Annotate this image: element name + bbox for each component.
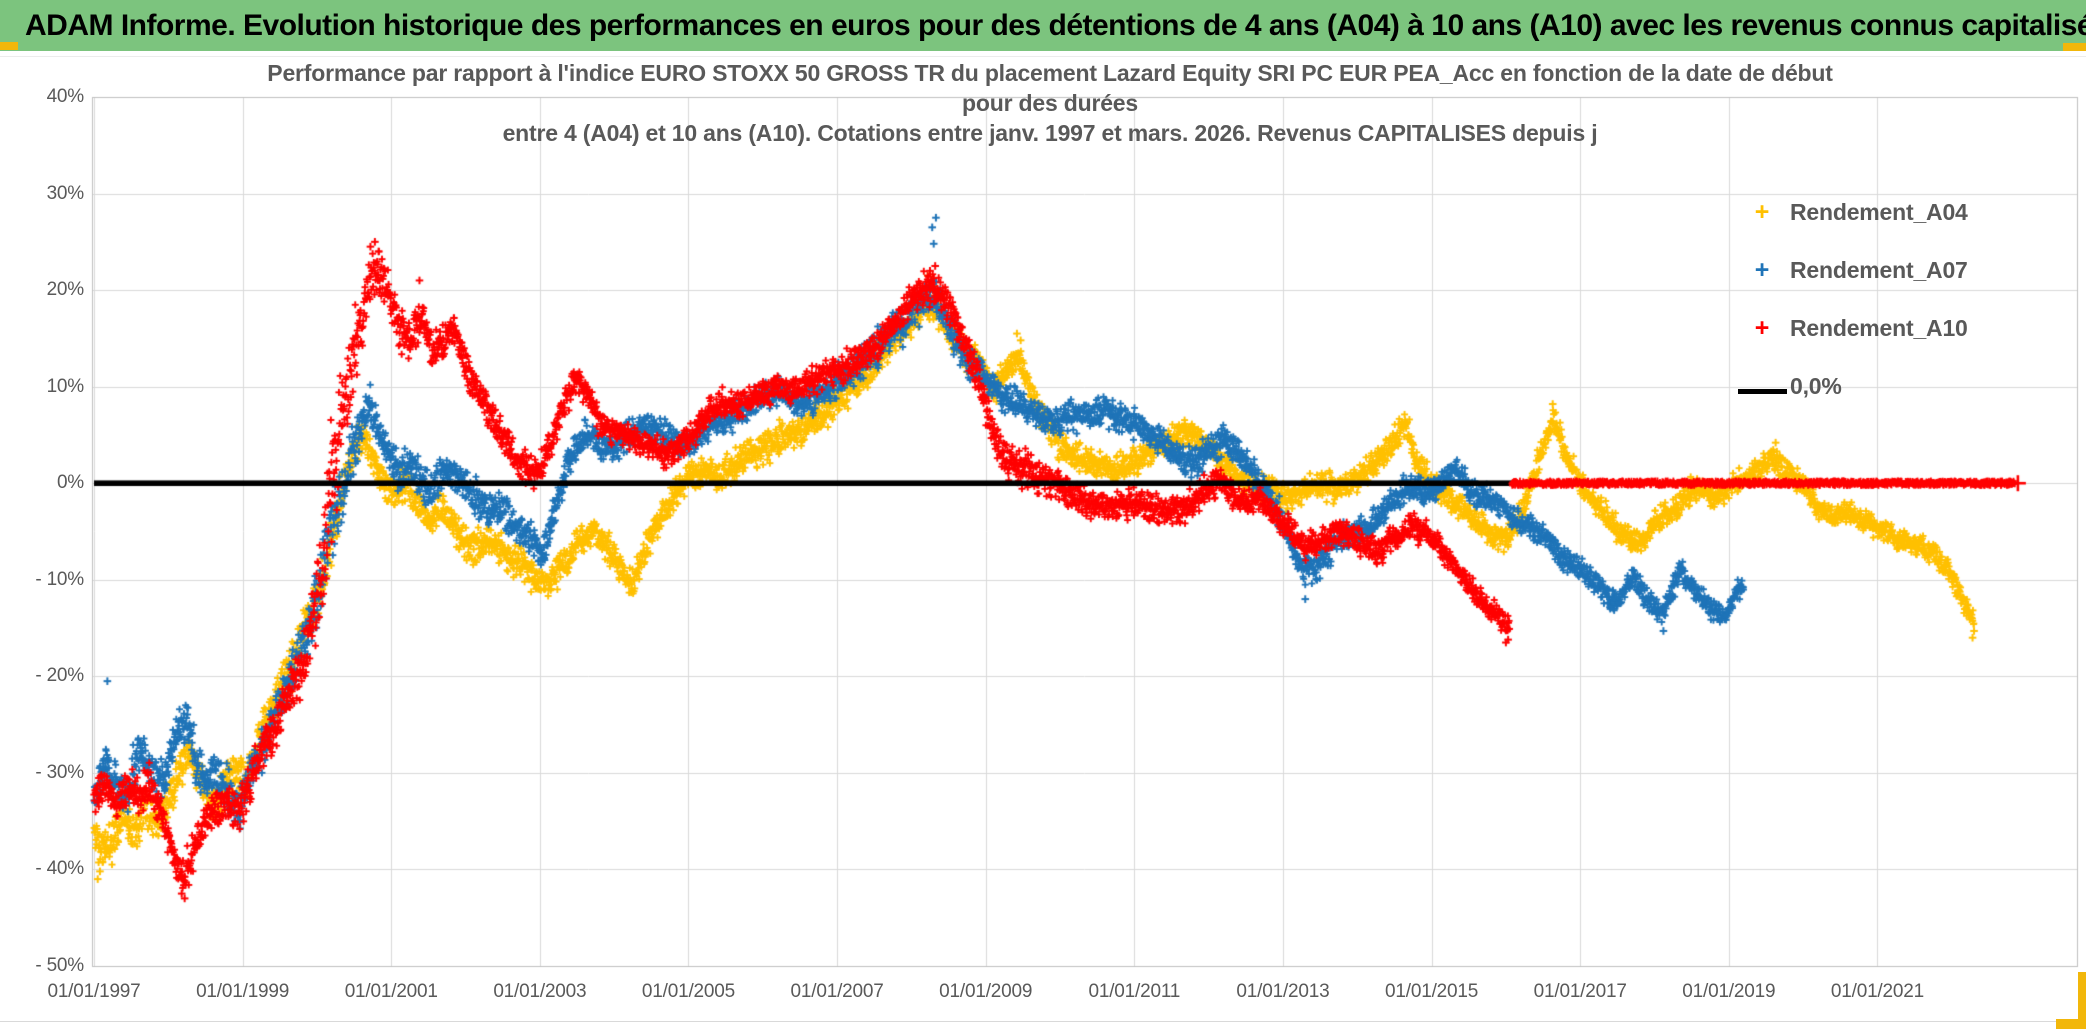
plus-marker-icon: + (1754, 197, 1770, 226)
y-axis-tick-label: - 10% (35, 568, 84, 590)
gold-frame-bottom-right (2056, 1019, 2086, 1029)
y-axis-tick-label: 20% (46, 279, 85, 301)
chart-legend: + Rendement_A04 + Rendement_A07 + Rendement_A… (1738, 183, 1968, 415)
x-axis-tick-label: 01/01/2019 (1682, 981, 1776, 1002)
chart-title-line-2: pour des durées (962, 90, 1138, 116)
x-axis-tick-label: 01/01/2015 (1385, 981, 1479, 1002)
x-axis-tick-label: 01/01/1997 (47, 981, 141, 1002)
y-axis-tick-label: 10% (46, 375, 85, 397)
y-axis-tick-label: - 40% (35, 858, 84, 880)
legend-item: + Rendement_A04 (1738, 183, 1968, 241)
gold-frame-top-right (2063, 43, 2086, 51)
y-axis-tick-label: 30% (46, 182, 85, 204)
x-axis-tick-label: 01/01/2013 (1236, 981, 1330, 1002)
legend-label: 0,0% (1790, 372, 1842, 399)
x-axis-tick-label: 01/01/2007 (790, 981, 884, 1002)
footer-divider (0, 1021, 2086, 1022)
x-axis-tick-label: 01/01/2009 (939, 981, 1033, 1002)
gold-frame-top-left (0, 42, 18, 50)
y-axis-tick-label: 40% (46, 86, 85, 107)
legend-item: + Rendement_A10 (1738, 299, 1968, 357)
zero-line-icon (1738, 388, 1787, 394)
header-divider (0, 56, 2086, 57)
legend-item: 0,0% (1738, 357, 1968, 415)
legend-item: + Rendement_A07 (1738, 241, 1968, 299)
x-axis-tick-label: 01/01/2017 (1533, 981, 1627, 1002)
y-axis-tick-label: - 50% (35, 955, 84, 976)
x-axis-tick-label: 01/01/1999 (196, 981, 290, 1002)
zero-line-marker (1738, 374, 1787, 399)
y-axis-tick-label: 0% (56, 472, 84, 494)
report-title-bar: ADAM Informe. Evolution historique des p… (0, 0, 2086, 51)
report-title: ADAM Informe. Evolution historique des p… (25, 8, 2086, 42)
x-axis-tick-label: 01/01/2021 (1830, 981, 1924, 1002)
plus-marker-icon: + (1754, 255, 1770, 284)
gold-frame-right (2078, 972, 2086, 1024)
x-axis-tick-label: 01/01/2011 (1088, 981, 1181, 1002)
legend-label: Rendement_A07 (1790, 256, 1968, 283)
legend-label: Rendement_A04 (1790, 198, 1968, 225)
chart-title-line-1: Performance par rapport à l'indice EURO … (267, 60, 1833, 86)
y-axis-tick-label: - 30% (35, 761, 84, 783)
chart-title: Performance par rapport à l'indice EURO … (170, 58, 1930, 148)
x-axis-tick-label: 01/01/2003 (493, 981, 587, 1002)
x-axis-tick-label: 01/01/2005 (641, 981, 736, 1002)
chart-title-line-3: entre 4 (A04) et 10 ans (A10). Cotations… (502, 120, 1598, 146)
legend-label: Rendement_A10 (1790, 314, 1968, 341)
y-axis-tick-label: - 20% (35, 665, 84, 687)
plus-marker-icon: + (1754, 313, 1770, 342)
x-axis-tick-label: 01/01/2001 (344, 981, 438, 1002)
